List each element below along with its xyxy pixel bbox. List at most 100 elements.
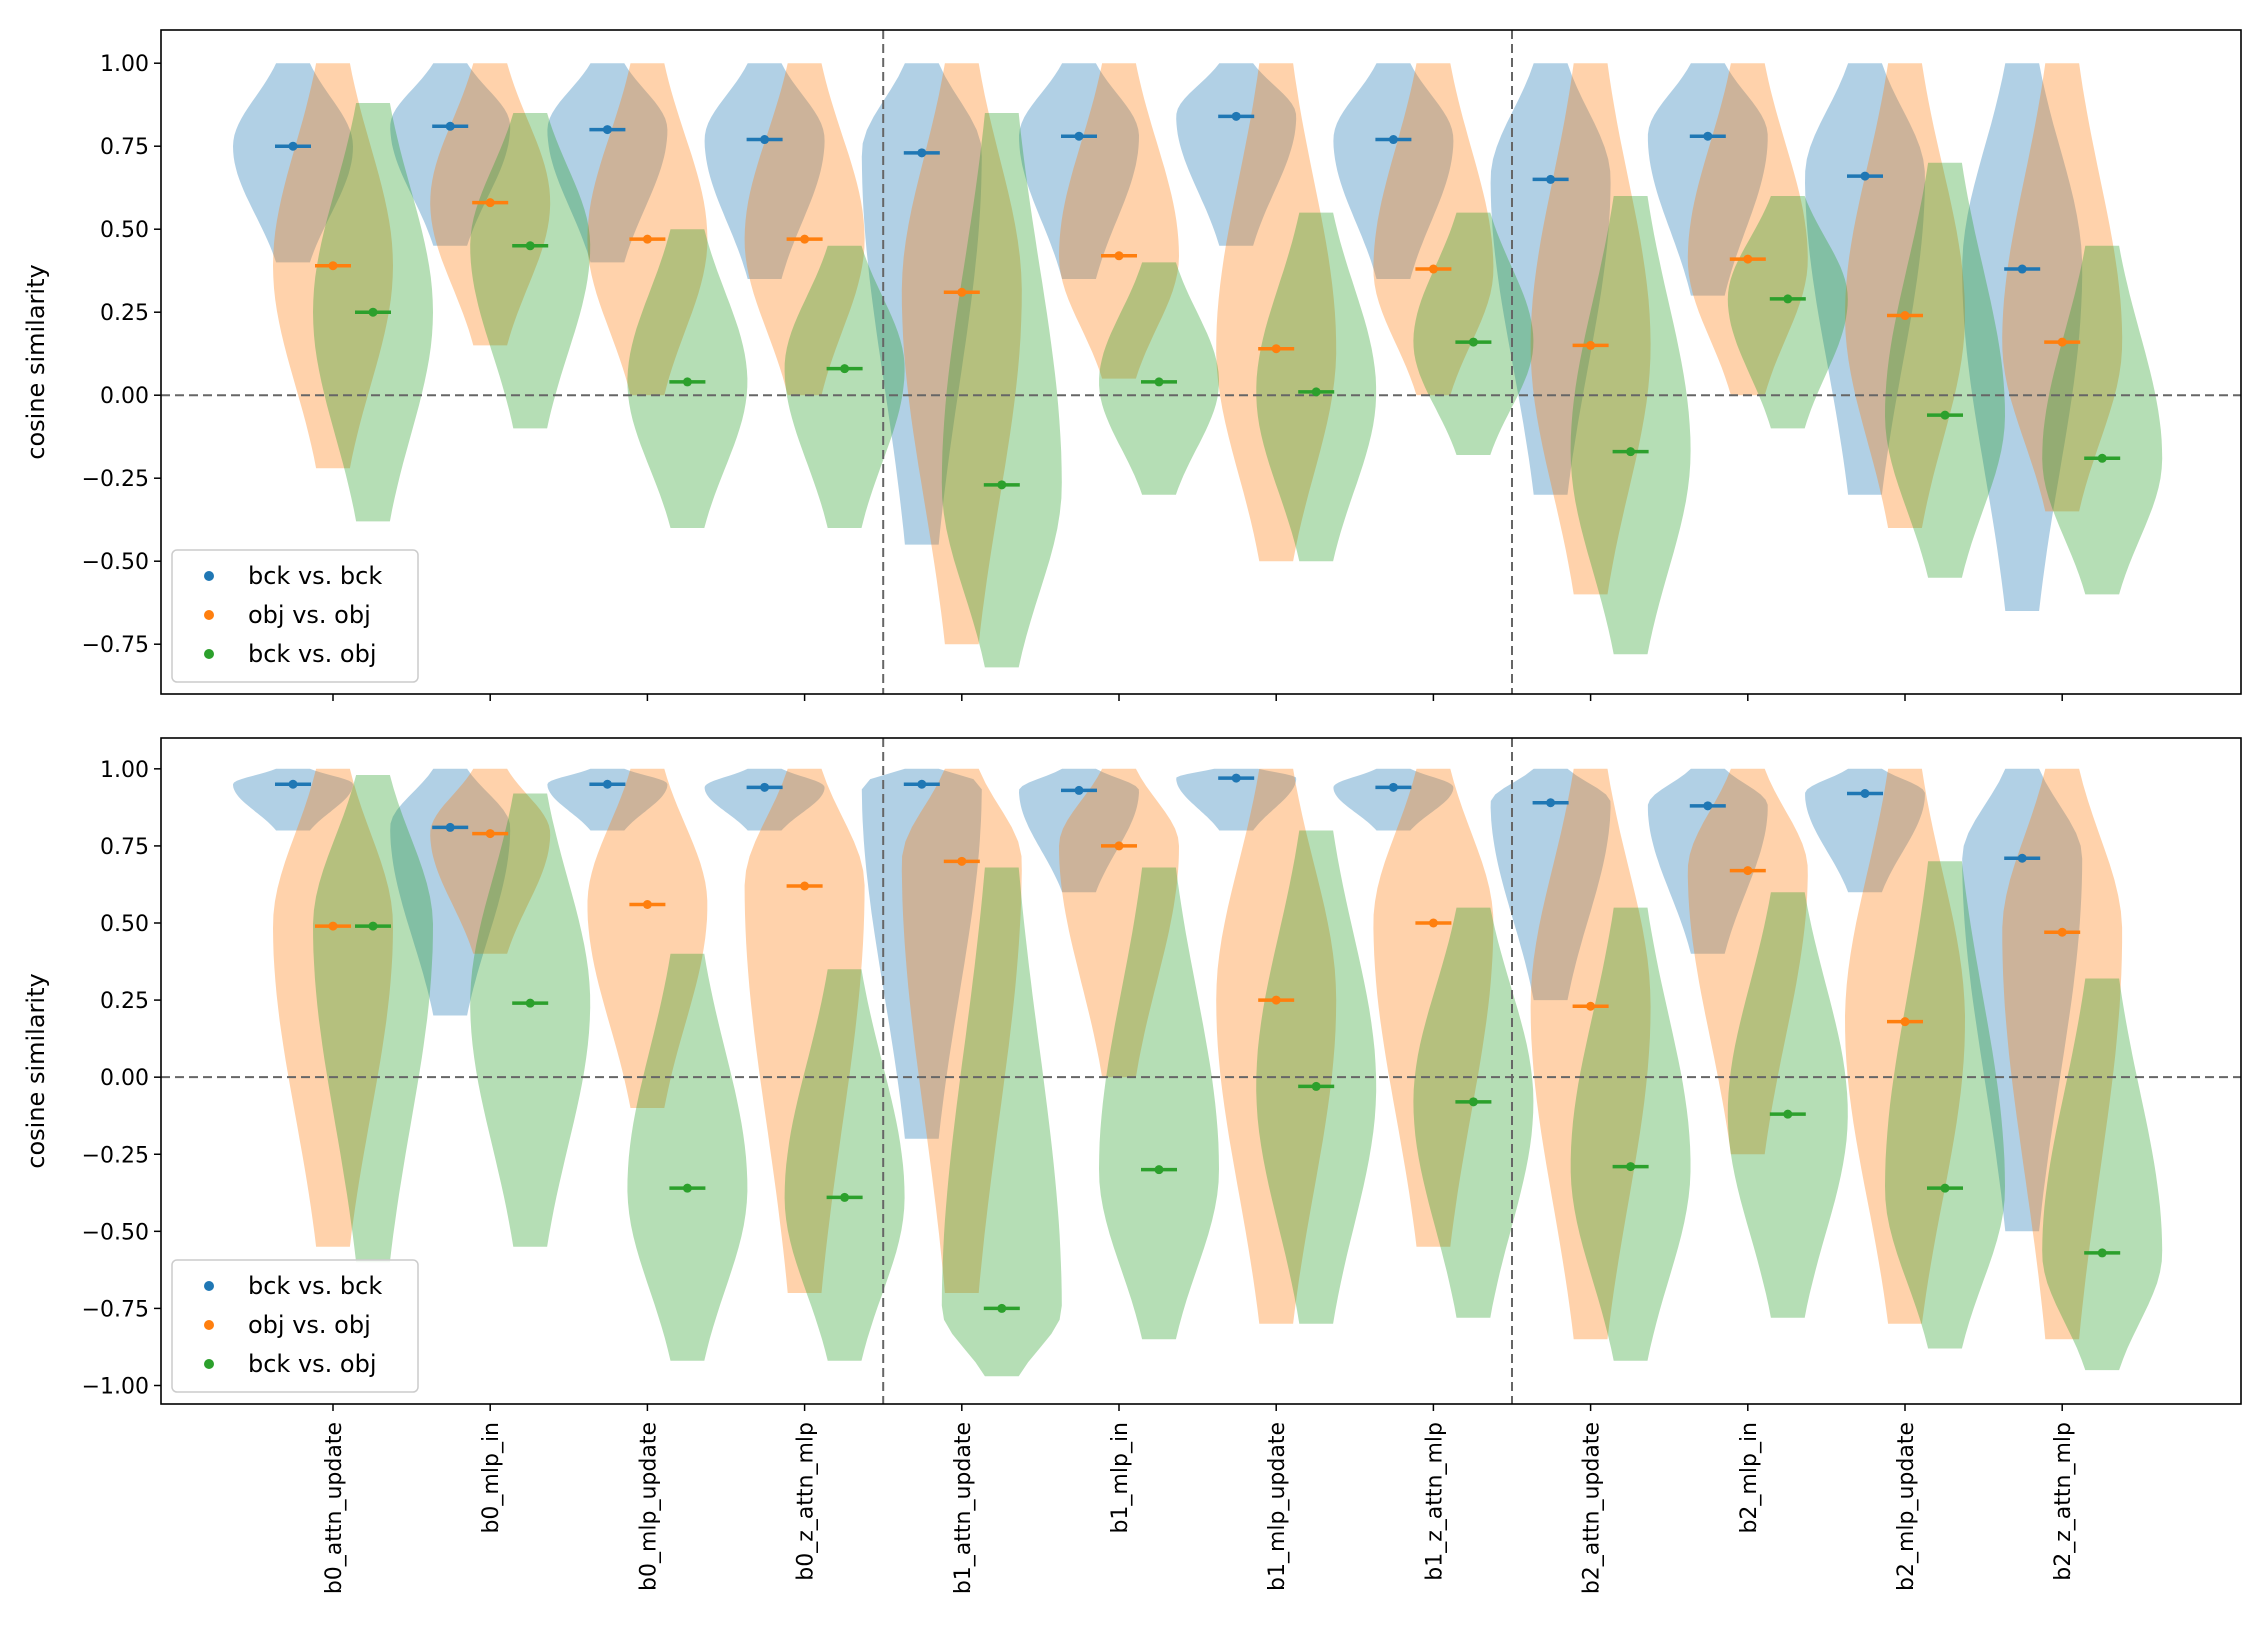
legend: bck vs. bck obj vs. obj bck vs. obj xyxy=(171,549,419,683)
series-2-means xyxy=(355,921,2121,1313)
mean-point xyxy=(840,1192,850,1202)
mean-point xyxy=(1783,1109,1793,1119)
mean-point xyxy=(840,364,850,374)
mean-point xyxy=(1114,251,1124,261)
y-tick-label: 0.00 xyxy=(100,1066,149,1091)
mean-point xyxy=(642,900,652,909)
violin-body xyxy=(744,63,865,396)
legend-box xyxy=(171,1259,419,1393)
series-0-violins xyxy=(233,768,2083,1232)
mean-point xyxy=(368,921,378,931)
violin-body xyxy=(1099,867,1219,1340)
violin-body xyxy=(1059,768,1179,1078)
mean-point xyxy=(1546,798,1556,808)
legend-box xyxy=(171,549,419,683)
mean-point xyxy=(1743,254,1753,264)
y-tick-label: −0.25 xyxy=(82,1143,149,1168)
y-axis-label: cosine similarity xyxy=(22,264,50,459)
y-tick-label: 0.75 xyxy=(100,135,149,160)
legend-marker xyxy=(204,649,214,659)
series-1-violins xyxy=(273,768,2123,1340)
legend-marker xyxy=(204,571,214,581)
violin-body xyxy=(1727,196,1848,429)
violin-body xyxy=(1019,768,1139,893)
series-1-means xyxy=(315,198,2081,354)
violin-body xyxy=(2002,768,2123,1340)
mean-point xyxy=(1586,1001,1596,1011)
mean-point xyxy=(1311,1081,1321,1091)
series-0-violins xyxy=(233,63,2083,611)
violin-body xyxy=(941,867,1062,1377)
violin-body xyxy=(901,768,1022,1293)
violin-body xyxy=(1333,768,1454,831)
y-tick-label: −0.50 xyxy=(82,1220,149,1245)
y-tick-label: 0.50 xyxy=(100,912,149,937)
y-tick-label: −0.75 xyxy=(82,633,149,658)
y-tick-label: 0.50 xyxy=(100,218,149,243)
legend: bck vs. bck obj vs. obj bck vs. obj xyxy=(171,1259,419,1393)
series-1-means xyxy=(315,829,2081,1027)
mean-point xyxy=(1114,841,1124,851)
legend-label: bck vs. obj xyxy=(248,640,377,668)
violin-body xyxy=(273,768,393,1247)
mean-point xyxy=(1311,387,1321,397)
bottom-panel: −1.00 −0.75 −0.50 −0.25 0.00 0.25 0.50 0.75 1.00… xyxy=(22,737,2242,1594)
mean-point xyxy=(1074,131,1084,141)
violin-body xyxy=(1962,63,2083,611)
y-tick-label: 0.00 xyxy=(100,384,149,409)
violin-body xyxy=(1962,768,2083,1232)
y-tick-label: −0.75 xyxy=(82,1297,149,1322)
mean-point xyxy=(1586,340,1596,350)
mean-point xyxy=(2017,853,2027,863)
legend-label: obj vs. obj xyxy=(248,1311,371,1339)
violin-body xyxy=(627,953,748,1361)
mean-point xyxy=(1231,111,1241,121)
mean-point xyxy=(2097,453,2107,463)
violin-body xyxy=(587,768,708,1108)
mean-point xyxy=(602,125,612,135)
mean-point xyxy=(1783,294,1793,304)
mean-point xyxy=(1546,174,1556,184)
mean-point xyxy=(485,829,495,839)
legend-label: bck vs. bck xyxy=(248,562,382,590)
violin-body xyxy=(1176,768,1297,831)
y-tick-label: 1.00 xyxy=(100,758,149,783)
violin-body xyxy=(1333,63,1454,280)
mean-point xyxy=(1900,1017,1910,1027)
mean-point xyxy=(1626,1162,1636,1172)
violin-body xyxy=(547,768,668,831)
violin-body xyxy=(1490,768,1611,1001)
violin-body xyxy=(1530,768,1651,1340)
series-2-means xyxy=(355,241,2121,490)
mean-point xyxy=(682,377,692,387)
y-tick-label: 0.75 xyxy=(100,835,149,860)
mean-point xyxy=(1860,789,1870,798)
legend-marker xyxy=(204,1320,214,1330)
mean-point xyxy=(800,881,810,891)
mean-point xyxy=(368,307,378,317)
legend-label: bck vs. obj xyxy=(248,1350,377,1378)
mean-point xyxy=(1468,337,1478,347)
violin-body xyxy=(390,63,511,246)
x-tick-label: b2_z_attn_mlp xyxy=(2051,1422,2076,1581)
mean-point xyxy=(288,141,298,151)
mean-point xyxy=(1860,171,1870,181)
series-0-means xyxy=(275,111,2041,274)
mean-point xyxy=(760,135,770,145)
violin-body xyxy=(744,768,865,1293)
y-tick-label: −0.50 xyxy=(82,550,149,575)
x-tick-label: b1_attn_update xyxy=(951,1422,976,1594)
mean-point xyxy=(2017,264,2027,274)
mean-point xyxy=(2057,927,2067,937)
x-tick-label: b0_mlp_in xyxy=(479,1422,504,1534)
mean-point xyxy=(485,198,495,208)
mean-point xyxy=(445,121,455,131)
mean-point xyxy=(1703,131,1713,141)
mean-point xyxy=(1154,1165,1164,1175)
violin-body xyxy=(470,793,591,1247)
mean-point xyxy=(525,998,535,1008)
mean-point xyxy=(917,779,927,789)
mean-point xyxy=(1940,410,1950,420)
y-tick-label: −1.00 xyxy=(82,1375,149,1400)
